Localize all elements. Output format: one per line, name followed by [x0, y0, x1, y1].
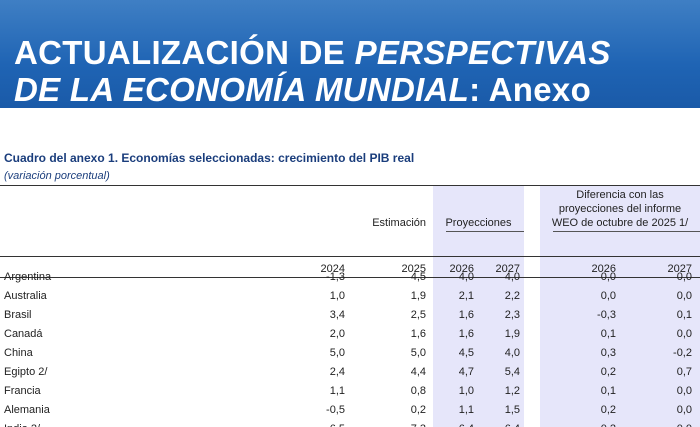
- cell-value: 2,5: [410, 308, 426, 321]
- cell-value: 0,0: [676, 289, 692, 302]
- cell-value: 0,2: [600, 365, 616, 378]
- row-label: Argentina: [4, 270, 52, 283]
- cell-value: 0,0: [676, 327, 692, 340]
- column-header: 2024: [320, 263, 345, 275]
- cell-value: 0,0: [676, 403, 692, 416]
- cell-value: 1,6: [458, 308, 474, 321]
- cell-value: 1,0: [329, 289, 345, 302]
- title-text: PERSPECTIVAS: [354, 34, 611, 71]
- cell-value: 2,1: [458, 289, 474, 302]
- cell-value: 1,2: [504, 384, 520, 397]
- cell-value: 0,1: [600, 327, 616, 340]
- cell-value: 1,1: [458, 403, 474, 416]
- cell-value: 4,0: [504, 346, 520, 359]
- cell-value: 2,0: [329, 327, 345, 340]
- row-label: Brasil: [4, 308, 32, 321]
- cell-value: 0,2: [600, 403, 616, 416]
- cell-value: 4,5: [410, 270, 426, 283]
- row-label: Australia: [4, 289, 47, 302]
- cell-value: 0,3: [600, 346, 616, 359]
- cell-value: -0,2: [673, 346, 692, 359]
- cell-value: 0,0: [676, 270, 692, 283]
- cell-value: 4,4: [410, 365, 426, 378]
- table-title: Cuadro del anexo 1. Economías selecciona…: [4, 151, 415, 165]
- cell-value: 6,5: [285, 422, 345, 427]
- row-label: China: [4, 346, 33, 359]
- banner-title-line: DE LA ECONOMÍA MUNDIAL: Anexo: [14, 71, 591, 109]
- cell-value: 6,4: [460, 422, 520, 427]
- cell-value: 2,3: [504, 308, 520, 321]
- shade: [540, 186, 700, 427]
- row-label: Canadá: [4, 327, 43, 340]
- cell-value: -1,3: [326, 270, 345, 283]
- cell-value: 0,1: [600, 384, 616, 397]
- cell-value: 6,4: [414, 422, 474, 427]
- group-header: Estimación: [372, 217, 426, 229]
- cell-value: 4,7: [458, 365, 474, 378]
- row-label: Francia: [4, 384, 41, 397]
- cell-value: 4,0: [458, 270, 474, 283]
- column-header: 2027: [495, 263, 520, 275]
- rule: [446, 231, 524, 232]
- group-header: Diferencia con las proyecciones del info…: [551, 189, 689, 229]
- cell-value: 4,0: [504, 270, 520, 283]
- cell-value: 1,9: [504, 327, 520, 340]
- row-label: India 2/: [4, 422, 40, 427]
- rule: [553, 231, 700, 232]
- cell-value: 1,6: [458, 327, 474, 340]
- cell-value: 0,2: [410, 403, 426, 416]
- cell-value: 5,4: [504, 365, 520, 378]
- cell-value: 0,8: [410, 384, 426, 397]
- cell-value: 3,4: [329, 308, 345, 321]
- rule: [0, 277, 700, 278]
- cell-value: -0,3: [597, 308, 616, 321]
- cell-value: 0,0: [600, 289, 616, 302]
- cell-value: 0,2: [556, 422, 616, 427]
- cell-value: 1,1: [329, 384, 345, 397]
- cell-value: 2,2: [504, 289, 520, 302]
- group-header: Proyecciones: [445, 217, 512, 229]
- column-header: 2026: [591, 263, 616, 275]
- cell-value: 0,0: [676, 384, 692, 397]
- shade: [433, 186, 524, 427]
- cell-value: 4,5: [458, 346, 474, 359]
- cell-value: 2,4: [329, 365, 345, 378]
- column-header: 2027: [667, 263, 692, 275]
- cell-value: 5,0: [329, 346, 345, 359]
- rule: [0, 256, 700, 257]
- rule: [0, 185, 700, 186]
- cell-value: 1,0: [458, 384, 474, 397]
- title-text: : Anexo: [469, 71, 592, 108]
- column-header: 2026: [449, 263, 474, 275]
- title-text: ACTUALIZACIÓN DE: [14, 34, 355, 71]
- table-subtitle: (variación porcentual): [4, 170, 110, 182]
- cell-value: 0,7: [676, 365, 692, 378]
- cell-value: 0,0: [632, 422, 692, 427]
- cell-value: 7,3: [366, 422, 426, 427]
- cell-value: 0,1: [676, 308, 692, 321]
- cell-value: 1,9: [410, 289, 426, 302]
- cell-value: 5,0: [410, 346, 426, 359]
- row-label: Egipto 2/: [4, 365, 48, 378]
- cell-value: 1,6: [410, 327, 426, 340]
- cell-value: -0,5: [326, 403, 345, 416]
- row-label: Alemania: [4, 403, 50, 416]
- banner-title-line: ACTUALIZACIÓN DE PERSPECTIVAS: [14, 34, 611, 72]
- column-header: 2025: [401, 263, 426, 275]
- banner: ACTUALIZACIÓN DE PERSPECTIVAS DE LA ECON…: [0, 0, 700, 108]
- cell-value: 0,0: [600, 270, 616, 283]
- title-text: DE LA ECONOMÍA MUNDIAL: [14, 71, 470, 108]
- cell-value: 1,5: [504, 403, 520, 416]
